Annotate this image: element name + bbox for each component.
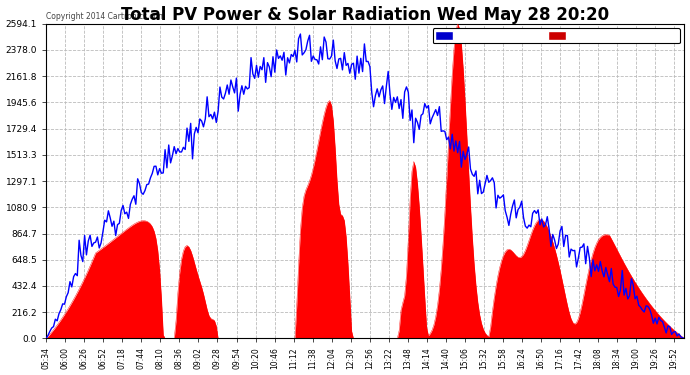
Title: Total PV Power & Solar Radiation Wed May 28 20:20: Total PV Power & Solar Radiation Wed May…: [121, 6, 609, 24]
Legend: Radiation (W/m2), PV Panels (DC Watts): Radiation (W/m2), PV Panels (DC Watts): [433, 28, 680, 44]
Text: Copyright 2014 Cartronics.com: Copyright 2014 Cartronics.com: [46, 12, 166, 21]
